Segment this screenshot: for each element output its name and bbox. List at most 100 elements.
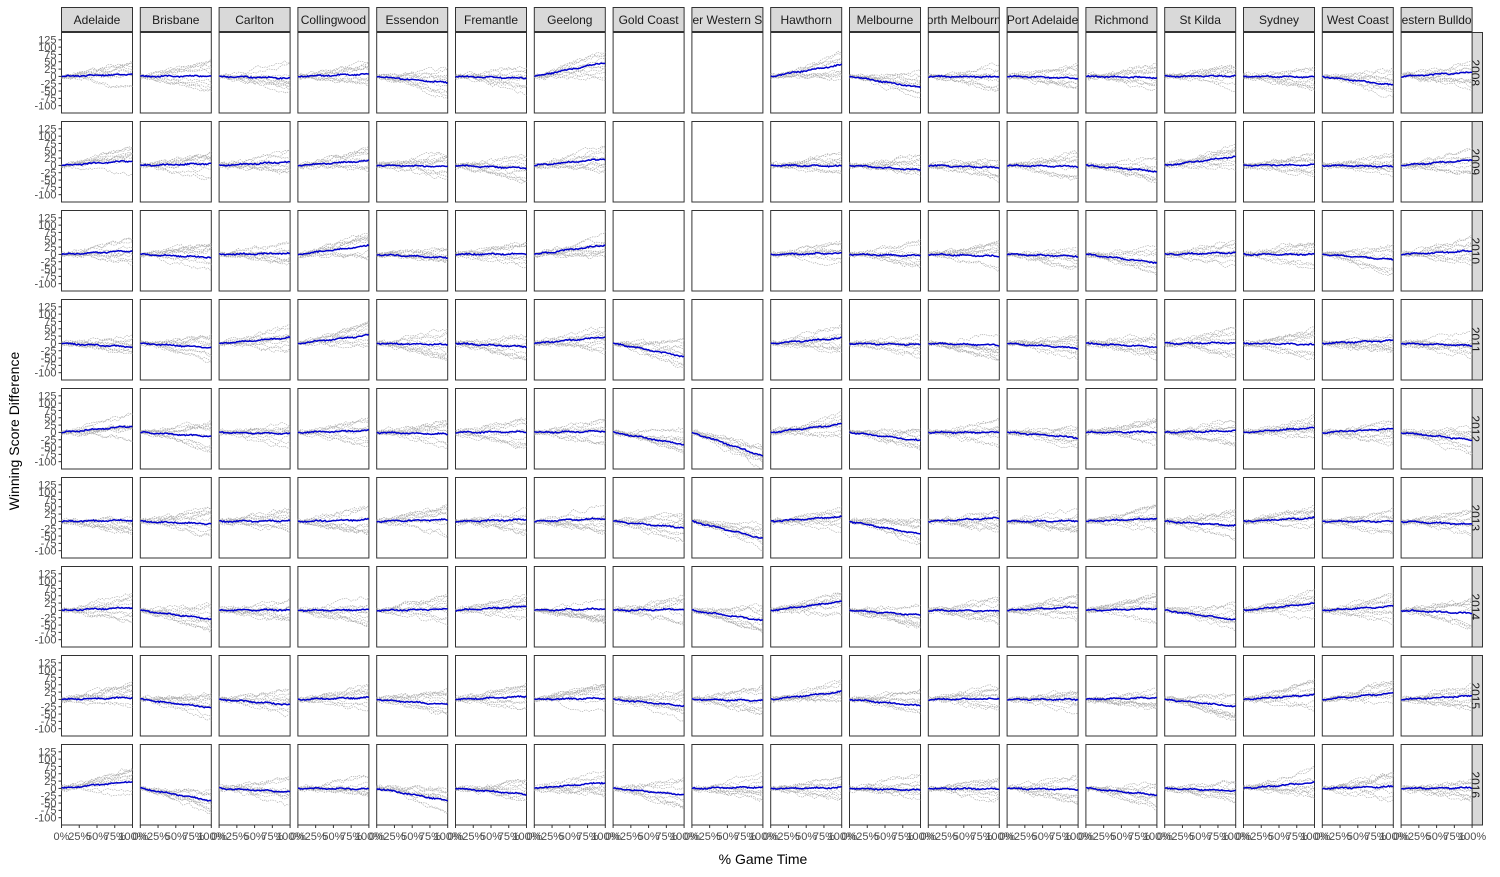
game-line [534,516,606,526]
x-tick-label: 75% [183,831,205,843]
facet-panel [770,655,843,737]
game-line [455,344,527,360]
team-label: Hawthorn [781,13,832,27]
average-line [297,72,369,78]
game-line [219,521,291,531]
game-line [770,335,842,345]
game-line [61,75,133,89]
game-line [297,609,370,624]
game-line [691,772,763,789]
average-line [297,608,370,613]
game-line [691,520,764,552]
game-line [928,518,1000,533]
game-line [297,234,370,255]
game-line [1243,254,1315,266]
average-line [928,608,1000,613]
x-tick-label: 0% [684,831,700,843]
average-line [376,164,448,168]
game-line [534,163,606,171]
game-line [297,505,370,524]
game-line [455,682,527,699]
team-label: estern Bulldo [1402,13,1472,27]
game-line [1164,780,1236,791]
game-line [1164,609,1236,632]
game-line [1007,432,1079,443]
game-line [534,607,606,619]
game-line [376,338,448,346]
x-tick-label: 50% [401,831,423,843]
game-line [140,696,212,703]
facet-panel [1321,744,1394,826]
game-line [849,238,921,258]
game-line [1243,342,1315,354]
average-line [534,429,606,435]
game-line [1164,431,1236,445]
average-line [1006,605,1079,612]
facet-panel [455,566,527,648]
game-line [1243,510,1315,525]
average-line [455,787,527,796]
average-line [1164,74,1236,78]
x-tick-label: 25% [699,831,721,843]
facet-panel [770,299,843,381]
game-line [1085,337,1158,347]
average-line [140,609,212,621]
average-line [376,787,449,802]
game-line [1243,423,1315,435]
game-line [534,598,606,613]
y-tick-label: -25 [41,168,57,180]
facet-panel [770,744,843,826]
game-line [1322,152,1394,167]
game-line [376,504,448,524]
game-line [297,781,370,792]
game-line [1401,330,1473,346]
x-tick-label: 50% [1347,831,1369,843]
average-line [1164,520,1237,527]
facet-panel [770,121,843,203]
game-line [1243,602,1315,614]
x-tick-label: 25% [541,831,563,843]
game-line [376,609,448,626]
average-line [218,698,291,706]
game-line [1164,342,1236,359]
game-line [849,429,921,439]
game-line [849,607,921,627]
x-tick-label: 25% [935,831,957,843]
game-line [770,776,842,788]
game-line [1164,162,1236,172]
x-tick-label: 100% [355,831,383,843]
game-line [928,62,1000,78]
game-line [849,333,921,347]
game-line [1322,780,1394,791]
game-line [376,785,448,803]
game-line [297,236,370,255]
facet-panel [612,210,685,292]
game-line [140,74,212,83]
game-line [1085,156,1157,167]
facet-panel [533,299,606,381]
facet-panel [218,655,291,737]
game-line [1085,592,1158,611]
panel-background [849,566,921,648]
game-line [376,785,448,794]
average-line [691,520,763,539]
game-line [1006,151,1079,168]
game-line [1006,74,1079,89]
facet-panel [139,210,212,292]
facet-panel [218,32,291,114]
game-line [849,517,921,525]
game-line [1400,698,1473,709]
team-strip: orth Melbourn [927,7,1000,32]
game-line [849,73,921,86]
panel-background [612,299,685,381]
facet-panel [691,388,764,470]
game-line [1164,250,1236,256]
game-line [1322,774,1394,788]
game-line [928,251,1000,272]
facet-panel [1321,655,1394,737]
y-tick-label: -100 [34,456,56,468]
y-tick-label: 50 [44,769,56,781]
game-line [928,780,1000,792]
game-line [140,248,212,256]
game-line [140,61,212,78]
